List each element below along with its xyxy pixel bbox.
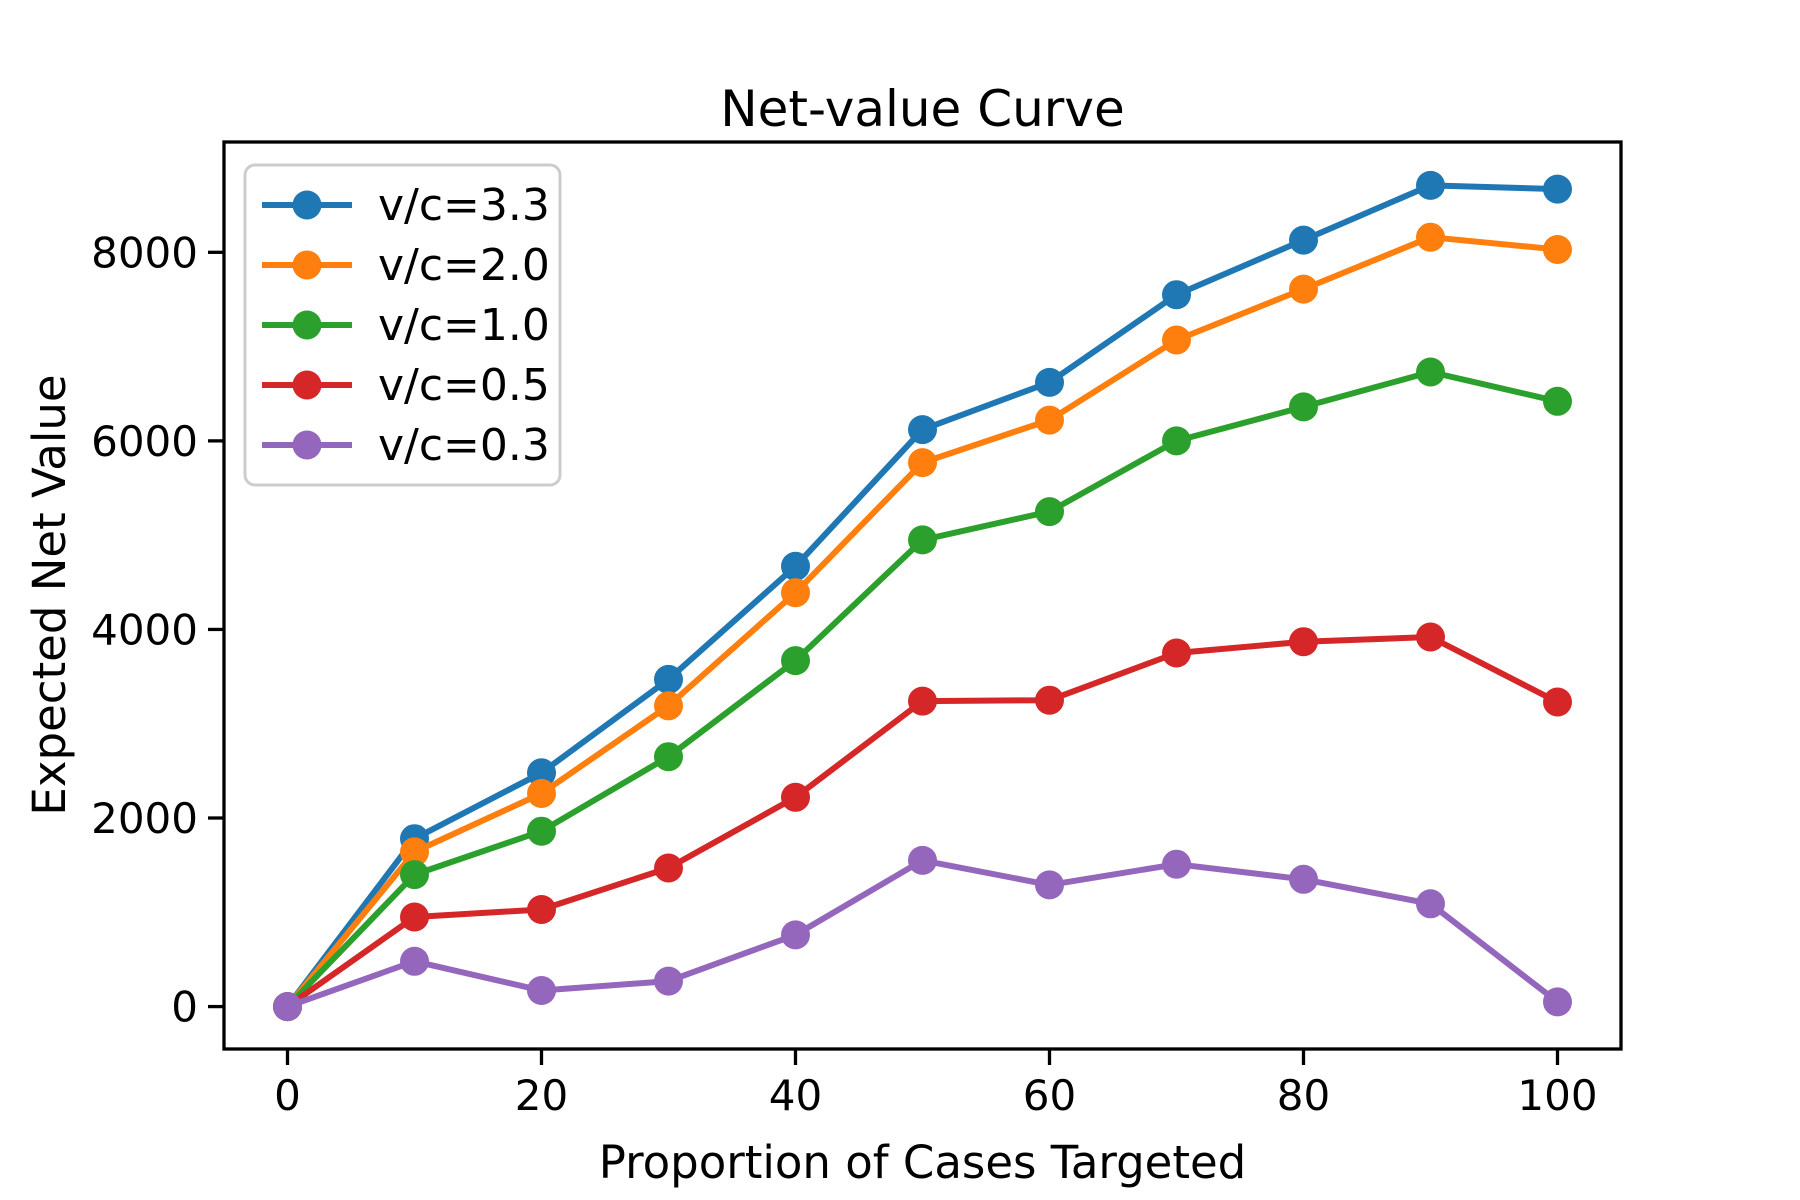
chart-title: Net-value Curve	[720, 80, 1125, 138]
legend: v/c=3.3 v/c=2.0 v/c=1.0 v/c=0.5 v/c=0.3	[243, 163, 562, 487]
data-point	[654, 664, 683, 694]
data-point	[1162, 325, 1191, 355]
data-point	[1162, 280, 1191, 310]
data-point	[1162, 849, 1191, 879]
data-point	[654, 742, 683, 772]
data-point	[654, 853, 683, 883]
data-point	[781, 782, 810, 812]
x-axis-label: Proportion of Cases Targeted	[598, 1136, 1247, 1189]
legend-label: v/c=0.5	[378, 360, 550, 411]
data-point	[1416, 357, 1445, 387]
data-point	[1543, 174, 1572, 204]
axes-frame	[222, 140, 1623, 1051]
legend-marker	[292, 310, 322, 340]
legend-label: v/c=0.3	[378, 420, 550, 471]
data-point	[1416, 222, 1445, 252]
data-point	[908, 686, 937, 716]
y-tick-label: 8000	[91, 228, 198, 277]
legend-marker	[292, 430, 322, 460]
legend-item-v-c-2-0: v/c=2.0	[262, 240, 550, 291]
legend-item-v-c-0-3: v/c=0.3	[262, 420, 550, 471]
data-point	[1543, 386, 1572, 416]
data-point	[400, 860, 429, 890]
data-point	[1416, 889, 1445, 919]
data-point	[908, 448, 937, 478]
legend-box	[243, 163, 562, 487]
data-point	[1289, 225, 1318, 255]
x-tick-label: 100	[1517, 1071, 1597, 1120]
data-point	[1289, 864, 1318, 894]
data-point	[781, 551, 810, 581]
x-tick-label: 80	[1277, 1071, 1330, 1120]
x-tick-label: 0	[274, 1071, 301, 1120]
y-tick-label: 0	[171, 983, 198, 1032]
data-point	[400, 837, 429, 867]
data-point	[1162, 638, 1191, 668]
data-point	[1035, 367, 1064, 397]
data-point	[654, 966, 683, 996]
legend-item-v-c-3-3: v/c=3.3	[262, 180, 550, 231]
series-v-c-3-3	[273, 170, 1572, 1022]
legend-label: v/c=1.0	[378, 300, 550, 351]
data-point	[1416, 622, 1445, 652]
data-point	[908, 525, 937, 555]
data-point	[273, 992, 302, 1022]
data-point	[654, 691, 683, 721]
legend-marker	[292, 250, 322, 280]
y-axis-label: Expected Net Value	[23, 374, 76, 816]
data-point	[781, 578, 810, 608]
series-v-c-1-0	[273, 357, 1572, 1022]
series-v-c-0-3	[273, 845, 1572, 1022]
data-point	[527, 895, 556, 924]
data-point	[1162, 426, 1191, 456]
data-point	[1289, 627, 1318, 657]
series-v-c-2-0	[273, 222, 1572, 1022]
x-tick-label: 20	[515, 1071, 568, 1120]
legend-marker	[292, 370, 322, 400]
data-point	[400, 902, 429, 932]
legend-item-v-c-1-0: v/c=1.0	[262, 300, 550, 351]
data-point	[1543, 687, 1572, 717]
data-point	[527, 816, 556, 846]
legend-label: v/c=3.3	[378, 180, 550, 231]
legend-item-v-c-0-5: v/c=0.5	[262, 360, 550, 411]
data-point	[781, 920, 810, 950]
data-point	[1416, 170, 1445, 200]
data-point	[527, 976, 556, 1005]
y-tick-label: 4000	[91, 605, 198, 654]
data-point	[1035, 497, 1064, 527]
x-tick-label: 60	[1023, 1071, 1076, 1120]
data-point	[1289, 392, 1318, 422]
data-point	[527, 779, 556, 808]
data-point	[1543, 987, 1572, 1017]
data-point	[1035, 405, 1064, 435]
legend-label: v/c=2.0	[378, 240, 550, 291]
legend-marker	[292, 190, 322, 220]
data-point	[1289, 274, 1318, 304]
data-point	[908, 415, 937, 445]
data-point	[527, 758, 556, 788]
x-tick-label: 40	[769, 1071, 822, 1120]
data-point	[781, 646, 810, 676]
y-tick-label: 6000	[91, 417, 198, 466]
data-point	[908, 845, 937, 875]
data-point	[1035, 870, 1064, 900]
data-point	[400, 946, 429, 976]
data-point	[1035, 685, 1064, 715]
data-point	[1543, 235, 1572, 264]
y-tick-label: 2000	[91, 794, 198, 843]
